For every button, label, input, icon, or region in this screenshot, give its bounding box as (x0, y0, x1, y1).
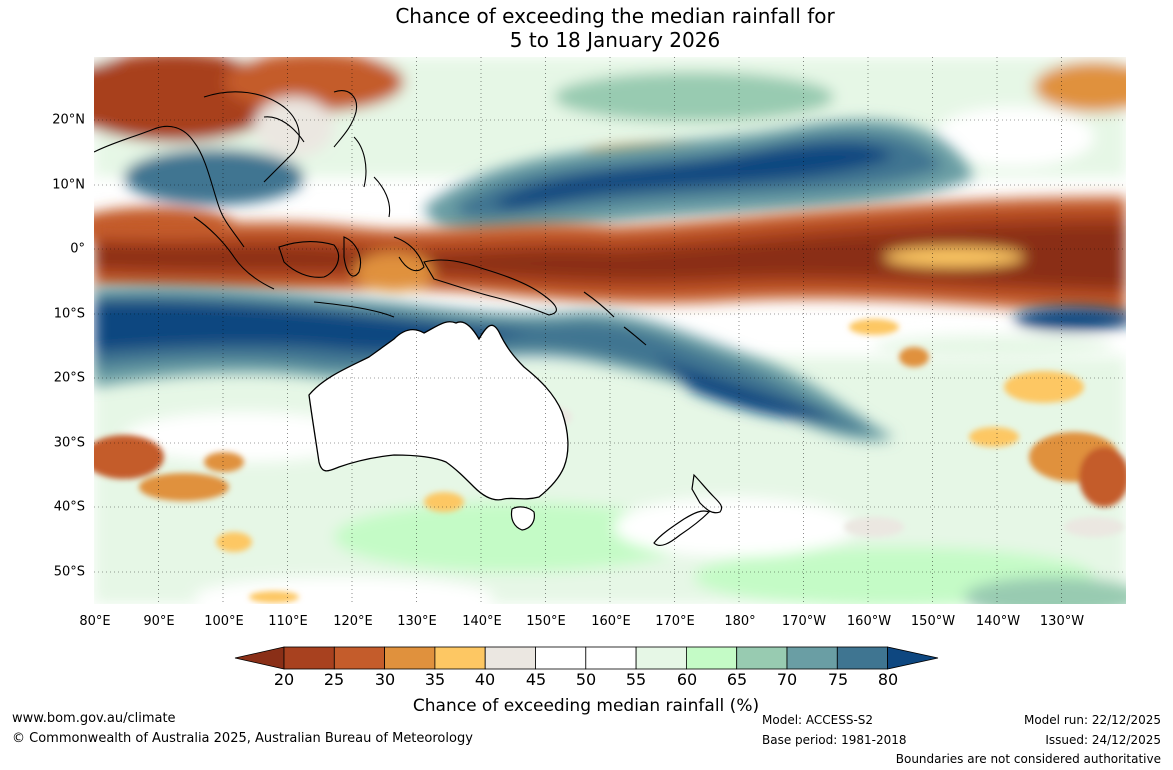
colorbar-segment-45-50 (535, 646, 587, 670)
lon-label-120e: 120°E (333, 614, 373, 629)
colorbar-tick-25: 25 (323, 670, 345, 689)
colorbar-label: Chance of exceeding median rainfall (%) (412, 696, 760, 716)
lon-label-150w: 150°W (910, 614, 956, 629)
colorbar (234, 646, 940, 674)
map-title: Chance of exceeding the median rainfall … (0, 4, 1173, 52)
colorbar-segment-55-60 (635, 646, 687, 670)
title-line-2: 5 to 18 January 2026 (509, 28, 721, 52)
title-line-1: Chance of exceeding the median rainfall … (395, 4, 835, 28)
north-pacific-wet-band (424, 119, 974, 235)
lat-label-0: 0° (70, 241, 85, 257)
colorbar-tick-75: 75 (827, 670, 849, 689)
issued-text: Issued: 24/12/2025 (1045, 733, 1161, 747)
colorbar-tick-45: 45 (525, 670, 547, 689)
colorbar-tick-80: 80 (877, 670, 899, 689)
lon-label-180: 180° (724, 614, 756, 629)
colorbar-svg (234, 646, 939, 670)
colorbar-tick-20: 20 (273, 670, 295, 689)
colorbar-tick-40: 40 (474, 670, 496, 689)
lon-label-80e: 80°E (79, 614, 111, 629)
colorbar-tick-70: 70 (776, 670, 798, 689)
lat-label-40s: 40°S (53, 499, 85, 515)
lon-label-160w: 160°W (846, 614, 892, 629)
lon-label-130e: 130°E (397, 614, 437, 629)
colorbar-extend-high (887, 646, 939, 670)
rainfall-map (94, 57, 1126, 604)
colorbar-segment-25-30 (333, 646, 386, 670)
lon-label-170e: 170°E (655, 614, 695, 629)
lon-label-150e: 150°E (526, 614, 566, 629)
new-zealand-coastline (653, 473, 723, 547)
colorbar-segment-35-40 (434, 646, 486, 670)
map-svg (94, 57, 1126, 604)
website-link[interactable]: www.bom.gov.au/climate (12, 711, 176, 726)
lat-label-10s: 10°S (53, 306, 85, 322)
colorbar-tick-55: 55 (625, 670, 647, 689)
lon-label-170w: 170°W (781, 614, 827, 629)
colorbar-tick-35: 35 (424, 670, 446, 689)
lon-label-110e: 110°E (268, 614, 308, 629)
lat-label-20s: 20°S (53, 370, 85, 386)
southern-background-field (94, 357, 1126, 604)
colorbar-segment-20-25 (283, 646, 335, 670)
colorbar-tick-60: 60 (676, 670, 698, 689)
boundaries-disclaimer: Boundaries are not considered authoritat… (895, 752, 1161, 766)
model-text: Model: ACCESS-S2 (762, 713, 874, 727)
lon-label-160e: 160°E (591, 614, 631, 629)
graticule (94, 57, 1126, 604)
lat-label-50s: 50°S (53, 564, 85, 580)
australia-coastline (308, 321, 569, 501)
model-run-text: Model run: 22/12/2025 (1023, 713, 1161, 727)
colorbar-segment-40-45 (484, 646, 536, 670)
lat-label-20n: 20°N (52, 112, 85, 128)
copyright-text: © Commonwealth of Australia 2025, Austra… (12, 731, 473, 746)
colorbar-tick-50: 50 (575, 670, 597, 689)
lon-label-140e: 140°E (462, 614, 502, 629)
colorbar-segment-75-80 (836, 646, 888, 670)
lon-label-130w: 130°W (1039, 614, 1085, 629)
asia-coastlines (94, 90, 647, 346)
colorbar-extend-low (234, 646, 285, 670)
colorbar-segment-30-35 (384, 646, 436, 670)
colorbar-segment-70-75 (786, 646, 838, 670)
colorbar-tick-65: 65 (726, 670, 748, 689)
lon-label-140w: 140°W (975, 614, 1021, 629)
lon-label-100e: 100°E (204, 614, 244, 629)
tasmania-coastline (510, 506, 535, 531)
colorbar-segment-60-65 (685, 646, 738, 670)
colorbar-segment-65-70 (736, 646, 788, 670)
colorbar-segment-50-55 (585, 646, 637, 670)
lat-label-10n: 10°N (52, 177, 85, 193)
base-period-text: Base period: 1981-2018 (762, 733, 907, 747)
lat-label-30s: 30°S (53, 435, 85, 451)
colorbar-tick-30: 30 (374, 670, 396, 689)
lon-label-90e: 90°E (143, 614, 175, 629)
